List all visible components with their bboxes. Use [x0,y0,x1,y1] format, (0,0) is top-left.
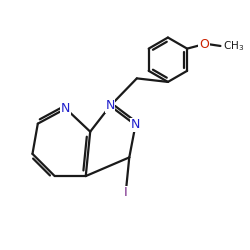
Text: N: N [131,118,140,132]
Text: I: I [124,186,128,200]
Text: CH$_3$: CH$_3$ [223,39,244,53]
Text: N: N [106,100,115,112]
Text: N: N [61,102,70,115]
Text: O: O [199,38,209,51]
